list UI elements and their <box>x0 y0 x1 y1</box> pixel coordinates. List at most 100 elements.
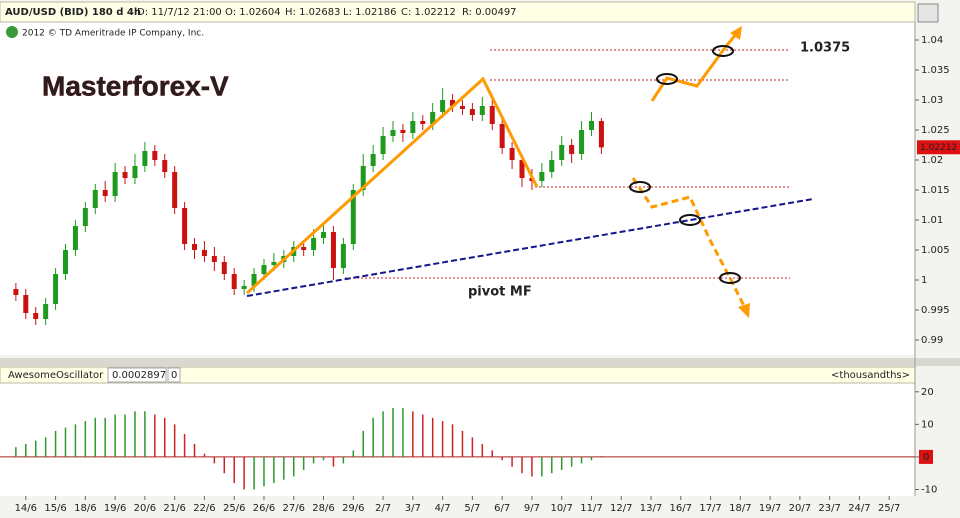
unit-label: <thousandths> <box>831 370 910 381</box>
x-tick-label: 14/6 <box>15 503 37 514</box>
oscillator-pane <box>0 383 915 496</box>
trend-line <box>246 198 814 297</box>
x-tick-label: 25/7 <box>878 503 900 514</box>
candle-body <box>13 289 19 295</box>
arrow-head <box>738 303 750 318</box>
candle-body <box>489 106 495 124</box>
x-tick-label: 20/6 <box>134 503 156 514</box>
indicator-value: 0.0002897 <box>112 370 166 381</box>
candle-body <box>340 244 346 268</box>
y-tick-label: 20 <box>921 387 934 398</box>
candle-body <box>380 136 386 154</box>
candle-body <box>271 262 277 265</box>
arrow-head <box>730 26 742 40</box>
maximize-button[interactable] <box>917 3 939 23</box>
candle-body <box>598 121 604 148</box>
x-tick-label: 9/7 <box>524 503 540 514</box>
marker-ellipse <box>629 181 651 193</box>
logo-icon <box>6 26 18 38</box>
candle-body <box>301 247 307 250</box>
candle-body <box>499 124 505 148</box>
header-bar <box>0 1 916 23</box>
marker-ellipse <box>712 45 734 57</box>
candle-body <box>430 112 436 124</box>
candle-body <box>23 295 29 313</box>
x-tick-label: 10/7 <box>550 503 572 514</box>
y-tick-label: 1.03 <box>921 95 943 106</box>
x-tick-label: 26/6 <box>253 503 275 514</box>
pivot-label: pivot MF <box>468 285 532 300</box>
candle-body <box>112 172 118 196</box>
copyright: 2012 © TD Ameritrade IP Company, Inc. <box>22 29 204 39</box>
open: O: 1.02604 <box>225 7 281 18</box>
candle-body <box>192 244 198 250</box>
symbol: AUD/USD (BID) 180 d 4h <box>5 7 141 18</box>
y-tick-label: 1.01 <box>921 215 943 226</box>
x-tick-label: 28/6 <box>312 503 334 514</box>
candle-body <box>142 151 148 166</box>
candle-body <box>201 250 207 256</box>
candle-body <box>152 151 158 160</box>
candle-body <box>559 145 565 160</box>
candle-body <box>251 274 257 286</box>
y-tick-label: 0.99 <box>921 335 943 346</box>
y-tick-label: 0.995 <box>921 305 950 316</box>
candle-body <box>162 160 168 172</box>
x-tick-label: 24/7 <box>848 503 870 514</box>
candle-body <box>172 172 178 208</box>
x-tick-label: 19/7 <box>759 503 781 514</box>
candle-body <box>420 121 426 124</box>
candle-body <box>410 121 416 133</box>
marker-ellipse <box>719 272 741 284</box>
candle-body <box>539 172 545 181</box>
candle-body <box>360 166 366 190</box>
indicator-zero: 0 <box>171 370 177 381</box>
last-price-label: 1.02212 <box>920 143 957 153</box>
candle-body <box>43 304 49 319</box>
indicator-name: AwesomeOscillator <box>8 370 104 381</box>
forecast-up <box>650 31 740 102</box>
candle-body <box>92 190 98 208</box>
candle-body <box>321 232 327 238</box>
header: AUD/USD (BID) 180 d 4h D: 11/7/12 21:00 … <box>5 7 517 18</box>
x-tick-label: 13/7 <box>640 503 662 514</box>
candle-body <box>211 256 217 262</box>
candle-body <box>241 286 247 289</box>
candles <box>13 88 604 325</box>
candle-body <box>390 130 396 136</box>
x-tick-label: 29/6 <box>342 503 364 514</box>
candle-body <box>132 166 138 178</box>
low: L: 1.02186 <box>343 7 396 18</box>
candle-body <box>579 130 585 154</box>
candle-body <box>459 106 465 109</box>
annotations <box>245 26 814 318</box>
zero-box <box>919 449 933 464</box>
x-tick-label: 3/7 <box>405 503 421 514</box>
candle-body <box>231 274 237 289</box>
wave-line <box>245 76 539 295</box>
candle-body <box>311 238 317 250</box>
marker-ellipse <box>656 73 678 85</box>
candle-body <box>221 262 227 274</box>
x-tick-label: 23/7 <box>818 503 840 514</box>
x-tick-label: 11/7 <box>580 503 602 514</box>
last-price-box <box>917 140 960 155</box>
candle-body <box>82 208 88 226</box>
candle-body <box>62 250 68 274</box>
candle-body <box>53 274 59 304</box>
close: C: 1.02212 <box>401 7 456 18</box>
candle-body <box>261 265 267 274</box>
range: R: 0.00497 <box>462 7 517 18</box>
date: D: 11/7/12 21:00 <box>137 7 222 18</box>
x-tick-label: 22/6 <box>193 503 215 514</box>
pane-separator <box>0 358 960 366</box>
y-tick-label: 1.04 <box>921 35 943 46</box>
x-tick-label: 19/6 <box>104 503 126 514</box>
candle-body <box>469 109 475 115</box>
zero-box-label: 0 <box>923 452 929 463</box>
indicator-box <box>167 367 181 383</box>
candle-body <box>102 190 108 196</box>
x-tick-label: 17/7 <box>699 503 721 514</box>
candle-body <box>370 154 376 166</box>
candle-body <box>588 121 594 130</box>
